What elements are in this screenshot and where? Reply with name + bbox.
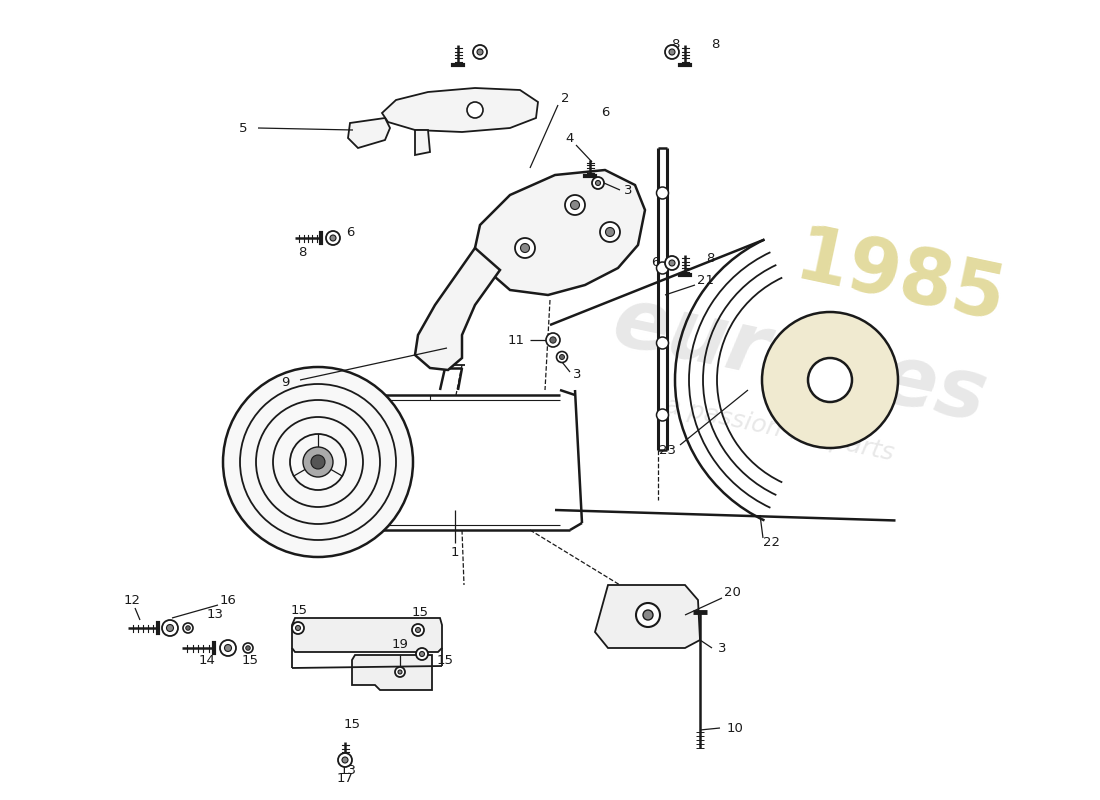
Circle shape	[220, 640, 236, 656]
Circle shape	[520, 243, 529, 253]
Circle shape	[243, 643, 253, 653]
Text: europes: europes	[606, 281, 994, 439]
Circle shape	[592, 177, 604, 189]
Circle shape	[605, 227, 615, 237]
Polygon shape	[415, 130, 430, 155]
Circle shape	[657, 262, 669, 274]
Circle shape	[657, 337, 669, 349]
Circle shape	[186, 626, 190, 630]
Circle shape	[419, 651, 425, 657]
Text: 3: 3	[717, 642, 726, 654]
Polygon shape	[292, 618, 442, 652]
Text: 1985: 1985	[789, 222, 1012, 338]
Circle shape	[550, 337, 557, 343]
Circle shape	[342, 757, 348, 763]
Circle shape	[311, 455, 324, 469]
Circle shape	[395, 667, 405, 677]
Text: 17: 17	[337, 771, 353, 785]
Circle shape	[666, 45, 679, 59]
Text: 8: 8	[711, 38, 719, 51]
Circle shape	[808, 358, 852, 402]
Circle shape	[166, 625, 174, 631]
Text: 15: 15	[411, 606, 429, 618]
Text: 20: 20	[724, 586, 740, 598]
Text: 13: 13	[207, 609, 223, 622]
Text: 5: 5	[239, 122, 248, 134]
Polygon shape	[352, 655, 432, 690]
Text: 8: 8	[671, 38, 679, 51]
Circle shape	[296, 626, 300, 630]
Text: 23: 23	[660, 443, 676, 457]
Polygon shape	[475, 170, 645, 295]
Circle shape	[330, 235, 336, 241]
Text: 15: 15	[437, 654, 453, 666]
Circle shape	[245, 646, 251, 650]
Text: 21: 21	[696, 274, 714, 286]
Circle shape	[412, 624, 424, 636]
Circle shape	[560, 354, 564, 359]
Text: 22: 22	[763, 537, 781, 550]
Text: 6: 6	[601, 106, 609, 118]
Circle shape	[224, 645, 231, 651]
Text: 15: 15	[343, 718, 361, 731]
Circle shape	[477, 49, 483, 55]
Text: 15: 15	[290, 603, 308, 617]
Polygon shape	[595, 585, 700, 648]
Text: 2: 2	[561, 91, 570, 105]
Circle shape	[636, 603, 660, 627]
Circle shape	[162, 620, 178, 636]
Text: a passion for parts: a passion for parts	[663, 394, 896, 466]
Circle shape	[515, 238, 535, 258]
Polygon shape	[348, 118, 390, 148]
Text: 16: 16	[220, 594, 236, 606]
Circle shape	[657, 187, 669, 199]
Circle shape	[600, 222, 620, 242]
Circle shape	[338, 753, 352, 767]
Polygon shape	[415, 248, 500, 370]
Circle shape	[183, 623, 192, 633]
Text: 11: 11	[507, 334, 525, 346]
Text: 15: 15	[242, 654, 258, 666]
Circle shape	[292, 622, 304, 634]
Circle shape	[326, 231, 340, 245]
Circle shape	[644, 610, 653, 620]
Text: 19: 19	[392, 638, 408, 651]
Circle shape	[546, 333, 560, 347]
Text: 10: 10	[727, 722, 744, 734]
Text: 4: 4	[565, 131, 574, 145]
Circle shape	[657, 409, 669, 421]
Text: 1: 1	[451, 546, 460, 559]
Circle shape	[565, 195, 585, 215]
Circle shape	[571, 201, 580, 210]
Circle shape	[762, 312, 898, 448]
Text: 9: 9	[280, 375, 289, 389]
Circle shape	[669, 260, 675, 266]
Circle shape	[666, 256, 679, 270]
Circle shape	[416, 648, 428, 660]
Text: 14: 14	[199, 654, 216, 666]
Circle shape	[557, 351, 568, 362]
Text: 13: 13	[340, 763, 356, 777]
Circle shape	[669, 49, 675, 55]
Circle shape	[416, 627, 420, 633]
Circle shape	[398, 670, 402, 674]
Text: 8: 8	[298, 246, 306, 258]
Polygon shape	[382, 88, 538, 132]
Text: 6: 6	[651, 257, 659, 270]
Circle shape	[468, 102, 483, 118]
Text: 12: 12	[123, 594, 141, 606]
Circle shape	[473, 45, 487, 59]
Circle shape	[595, 181, 601, 186]
Text: 6: 6	[345, 226, 354, 239]
Text: 3: 3	[573, 369, 581, 382]
Circle shape	[223, 367, 412, 557]
Text: 3: 3	[624, 183, 632, 197]
Text: 8: 8	[706, 251, 714, 265]
Circle shape	[302, 447, 333, 477]
